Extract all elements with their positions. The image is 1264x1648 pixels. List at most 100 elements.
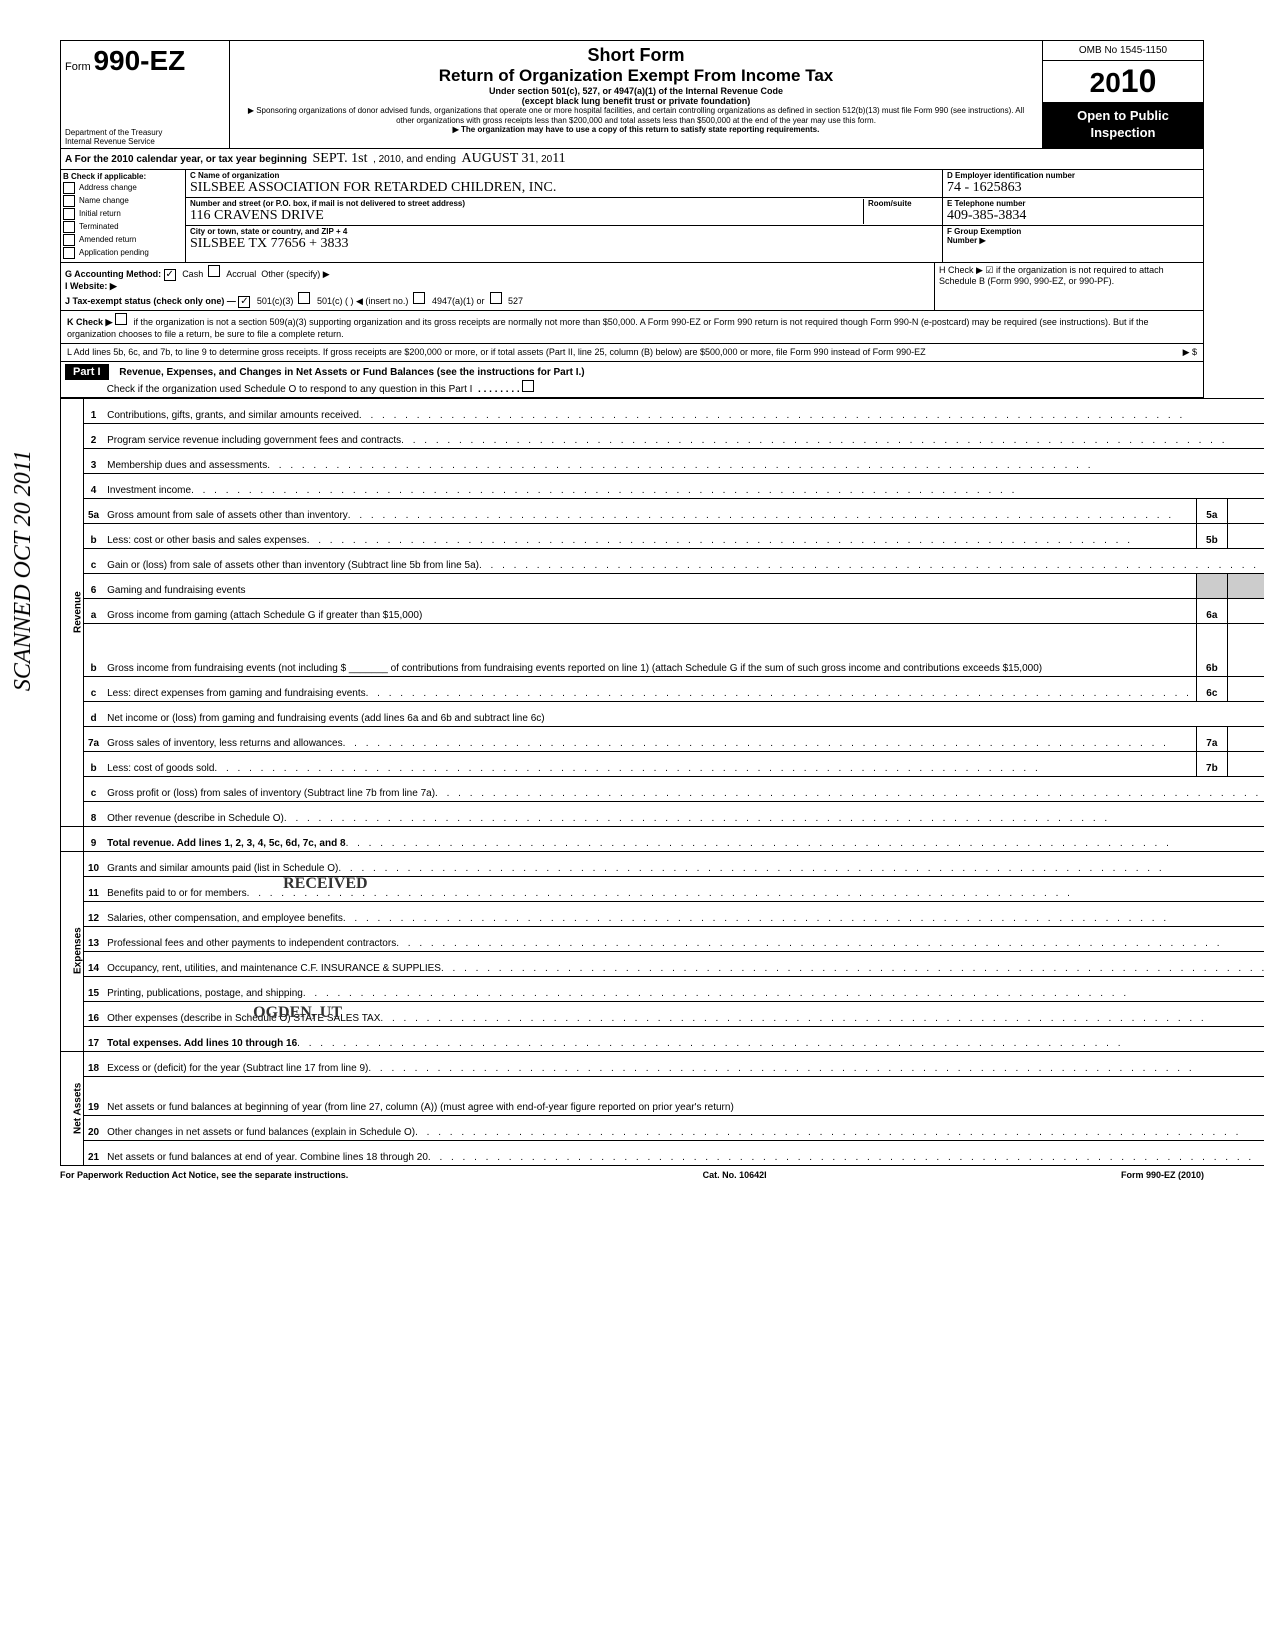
phone-label: E Telephone number (947, 199, 1199, 208)
ln5b-sv[interactable]: 0 (1227, 523, 1264, 548)
ln8-no: 8 (84, 801, 104, 826)
ln6b-desc: Gross income from fundraising events (no… (103, 623, 1196, 676)
ln8-desc: Other revenue (describe in Schedule O) (107, 813, 284, 824)
period-mid: , 2010, and ending (373, 154, 456, 165)
phone-value[interactable]: 409-385-3834 (947, 208, 1199, 224)
cb-address[interactable] (63, 182, 75, 194)
ln6c-sn: 6c (1196, 676, 1227, 701)
form-header: Form 990-EZ Department of the Treasury I… (60, 40, 1204, 149)
schedule-b-check: H Check ▶ ☑ if the organization is not r… (935, 263, 1203, 310)
lines-table: Revenue 1 Contributions, gifts, grants, … (60, 398, 1264, 1166)
ln6b-sv[interactable]: 0 (1227, 623, 1264, 676)
page-footer: For Paperwork Reduction Act Notice, see … (60, 1166, 1204, 1184)
room-label: Room/suite (868, 199, 938, 208)
period-end[interactable]: AUGUST 31 (461, 151, 535, 167)
tax-year: 2010 (1043, 61, 1203, 102)
cb-accrual[interactable] (208, 265, 220, 277)
ein-value[interactable]: 74 - 1625863 (947, 180, 1199, 196)
ln12-no: 12 (84, 901, 104, 926)
ln6a-desc: Gross income from gaming (attach Schedul… (103, 598, 1196, 623)
dept-line2: Internal Revenue Service (65, 137, 162, 146)
footer-right: Form 990-EZ (2010) (1121, 1170, 1204, 1180)
org-name-label: C Name of organization (190, 171, 938, 180)
cb-501c3[interactable]: ✓ (238, 296, 250, 308)
ln12-desc: Salaries, other compensation, and employ… (107, 913, 343, 924)
header-note-1: ▶ Sponsoring organizations of donor advi… (240, 106, 1032, 125)
ln1-no: 1 (84, 398, 104, 423)
ln13-no: 13 (84, 926, 104, 951)
l-arrow: ▶ $ (1183, 346, 1197, 359)
tax-period-row: A For the 2010 calendar year, or tax yea… (60, 149, 1204, 170)
street-value[interactable]: 116 CRAVENS DRIVE (190, 208, 863, 224)
subtitle-1: Under section 501(c), 527, or 4947(a)(1)… (240, 86, 1032, 96)
tax-status-label: J Tax-exempt status (check only one) — (65, 296, 236, 306)
period-endyear[interactable]: 11 (552, 151, 565, 167)
cb-527[interactable] (490, 292, 502, 304)
period-begin[interactable]: SEPT. 1st (313, 151, 368, 167)
ln6c-no: c (84, 676, 104, 701)
row-k: K Check ▶ if the organization is not a s… (60, 311, 1204, 344)
part1-title: Revenue, Expenses, and Changes in Net As… (119, 367, 584, 378)
ln15-no: 15 (84, 976, 104, 1001)
lbl-accrual: Accrual (226, 269, 256, 279)
city-value[interactable]: SILSBEE TX 77656 + 3833 (190, 236, 938, 252)
cb-501c[interactable] (298, 292, 310, 304)
ln7a-desc: Gross sales of inventory, less returns a… (107, 738, 342, 749)
ln6a-sv[interactable]: 0 (1227, 598, 1264, 623)
lbl-4947: 4947(a)(1) or (432, 296, 485, 306)
side-revenue: Revenue (61, 398, 84, 826)
ln19-desc: Net assets or fund balances at beginning… (103, 1076, 1264, 1115)
ln16-no: 16 (84, 1001, 104, 1026)
ln21-no: 21 (84, 1140, 104, 1165)
lbl-initial: Initial return (79, 209, 121, 218)
lbl-527: 527 (508, 296, 523, 306)
lbl-501c: 501(c) ( (317, 296, 348, 306)
ln20-desc: Other changes in net assets or fund bala… (107, 1127, 415, 1138)
ln5a-sv[interactable]: 21,660.51 (1227, 498, 1264, 523)
cb-terminated[interactable] (63, 221, 75, 233)
cb-4947[interactable] (413, 292, 425, 304)
ln5a-desc: Gross amount from sale of assets other t… (107, 510, 348, 521)
cb-k[interactable] (115, 313, 127, 325)
city-label: City or town, state or country, and ZIP … (190, 227, 938, 236)
ln13-desc: Professional fees and other payments to … (107, 938, 396, 949)
ln10-desc: Grants and similar amounts paid (list in… (107, 863, 338, 874)
ln4-desc: Investment income (107, 485, 191, 496)
ln7b-sn: 7b (1196, 751, 1227, 776)
lbl-amended: Amended return (79, 235, 136, 244)
ln6a-sn: 6a (1196, 598, 1227, 623)
year-prefix: 20 (1090, 67, 1121, 98)
ln21-desc: Net assets or fund balances at end of ye… (107, 1152, 428, 1163)
cb-name[interactable] (63, 195, 75, 207)
cb-part1[interactable] (522, 380, 534, 392)
ln7c-no: c (84, 776, 104, 801)
omb-number: OMB No 1545-1150 (1043, 41, 1203, 61)
cb-initial[interactable] (63, 208, 75, 220)
ln6d-no: d (84, 701, 104, 726)
l-text: L Add lines 5b, 6c, and 7b, to line 9 to… (67, 346, 1183, 359)
inspection: Inspection (1045, 125, 1201, 142)
cb-pending[interactable] (63, 247, 75, 259)
ln2-no: 2 (84, 423, 104, 448)
ln7c-desc: Gross profit or (loss) from sales of inv… (107, 788, 435, 799)
ln6c-sv[interactable]: 0 (1227, 676, 1264, 701)
ln6b-sn: 6b (1196, 623, 1227, 676)
ln5b-desc: Less: cost or other basis and sales expe… (107, 535, 307, 546)
website-label: I Website: ▶ (65, 281, 117, 291)
part1-label: Part I (65, 364, 109, 380)
scanned-stamp: SCANNED OCT 20 2011 (10, 450, 37, 691)
k-label: K Check ▶ (67, 317, 112, 327)
lbl-other: Other (specify) ▶ (261, 269, 329, 279)
ln7b-sv[interactable]: 0 (1227, 751, 1264, 776)
ln20-no: 20 (84, 1115, 104, 1140)
ln5a-sn: 5a (1196, 498, 1227, 523)
cb-cash[interactable]: ✓ (164, 269, 176, 281)
ln11-no: 11 (84, 876, 104, 901)
ln7a-sv[interactable]: 0 (1227, 726, 1264, 751)
org-name[interactable]: SILSBEE ASSOCIATION FOR RETARDED CHILDRE… (190, 180, 938, 196)
k-text: if the organization is not a section 509… (67, 317, 1148, 340)
cb-amended[interactable] (63, 234, 75, 246)
side-expenses: Expenses (61, 851, 84, 1051)
ln4-no: 4 (84, 473, 104, 498)
period-suffix: , 20 (536, 154, 553, 165)
